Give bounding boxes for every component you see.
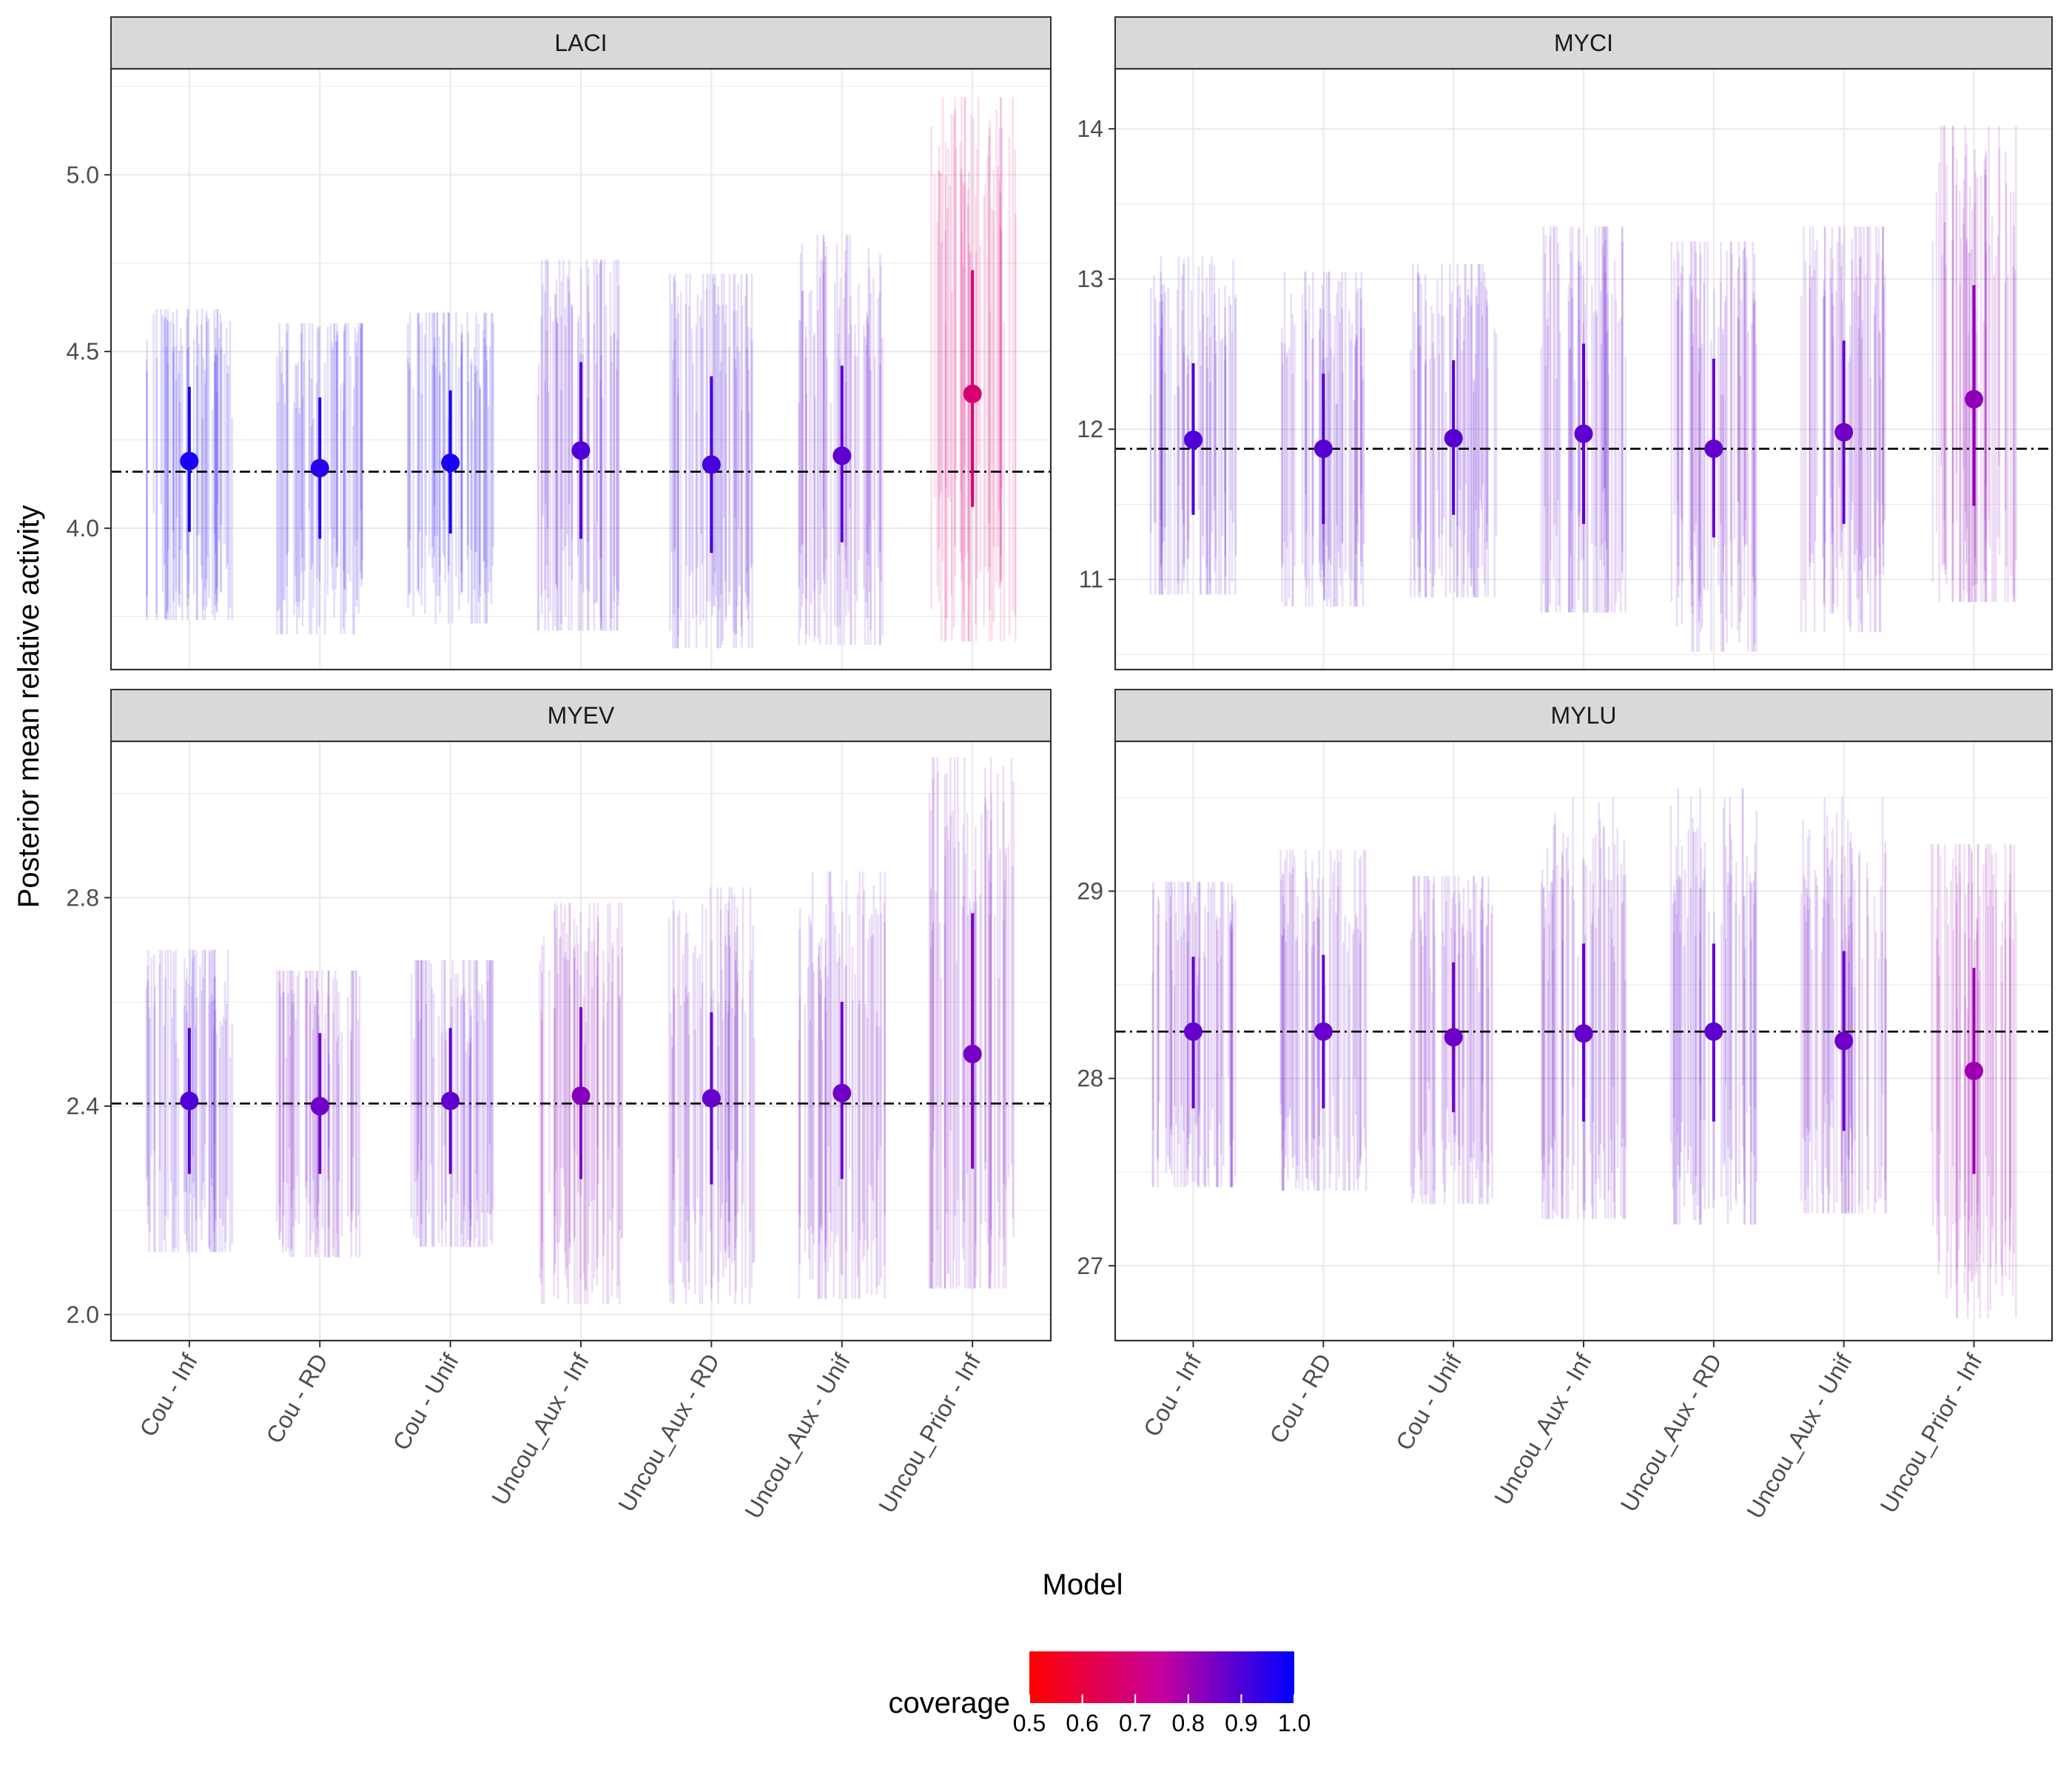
mean-point (832, 446, 852, 465)
mean-point (1834, 422, 1854, 442)
mean-point (310, 459, 329, 478)
mean-point (963, 384, 982, 403)
coverage-legend: coverage 0.5 0.6 0.7 0.8 0.9 1.0 (888, 1651, 1311, 1736)
x-tick-label: Cou - RD (1265, 1349, 1337, 1448)
y-tick-label: 2.8 (67, 884, 99, 911)
x-tick-label: Cou - Unif (387, 1349, 463, 1455)
mean-point (441, 1091, 460, 1111)
y-tick-label: 29 (1077, 878, 1103, 905)
summary-pointranges (180, 913, 982, 1185)
facet-strip (1114, 16, 2053, 70)
x-axis-title: Model (1043, 1568, 1123, 1601)
x-tick-label: Uncou_Aux - Unif (739, 1349, 855, 1523)
y-tick-label: 4.0 (67, 515, 99, 542)
facet-strip-label: MYEV (548, 702, 615, 729)
x-tick-label: Uncou_Aux - Inf (1489, 1349, 1597, 1509)
panel-laci: LACI 4.0 4.5 5.0 (67, 16, 1052, 671)
legend-tick-label: 0.5 (1013, 1710, 1046, 1736)
mean-point (1574, 1024, 1593, 1043)
y-tick-label: 27 (1077, 1253, 1103, 1279)
mean-point (1704, 439, 1723, 459)
y-tick-label: 13 (1077, 266, 1103, 292)
mean-point (1574, 424, 1593, 443)
facet-strip-label: MYLU (1551, 702, 1617, 729)
x-tick-label: Cou - Unif (1390, 1349, 1467, 1455)
mean-point (1314, 439, 1333, 459)
x-tick-label: Uncou_Prior - Inf (1874, 1349, 1987, 1517)
mean-point (832, 1083, 852, 1102)
facet-strip-label: LACI (554, 30, 607, 56)
panel-mylu: MYLU 27 28 29 Cou - Inf Cou - RD Cou - Unif Unc… (1077, 689, 2054, 1523)
mean-point (1314, 1022, 1333, 1041)
summary-pointranges (1184, 285, 1983, 538)
panels-layer: LACI 4.0 4.5 5.0 MYCI 11 12 13 14 MYEV 2.0 2.4 2.8 Co… (67, 16, 2054, 1523)
legend-tick-label: 0.7 (1119, 1710, 1151, 1736)
gridlines (111, 69, 1051, 670)
y-tick-label: 28 (1077, 1065, 1103, 1092)
mean-point (1965, 1062, 1983, 1080)
x-tick-label: Cou - Inf (1138, 1349, 1207, 1440)
summary-pointranges (1184, 943, 1983, 1174)
facet-strip (110, 16, 1052, 70)
mean-point (180, 1091, 199, 1111)
x-tick-label: Cou - RD (260, 1349, 333, 1448)
y-tick-label: 2.0 (67, 1301, 99, 1328)
x-tick-label: Cou - Inf (134, 1349, 203, 1440)
panel-border (1114, 67, 2054, 671)
y-tick-label: 14 (1077, 115, 1103, 142)
y-tick-label: 5.0 (67, 161, 99, 188)
panel-border (110, 67, 1052, 671)
x-tick-label: Uncou_Aux - Unif (1741, 1349, 1857, 1523)
x-tick-label: Uncou_Aux - RD (1615, 1349, 1727, 1517)
mean-point (180, 451, 199, 471)
mean-point (1184, 430, 1202, 449)
mean-point (1184, 1022, 1202, 1041)
facet-strip (1114, 689, 2053, 742)
facet-strip-label: MYCI (1554, 30, 1613, 56)
legend-tick-label: 0.6 (1066, 1710, 1098, 1736)
legend-tick-label: 0.8 (1172, 1710, 1205, 1736)
mean-point (963, 1045, 982, 1064)
y-tick-label: 2.4 (67, 1093, 99, 1119)
summary-pointranges (180, 270, 982, 553)
replicate-intervals (1151, 788, 2017, 1318)
legend-colorbar (1029, 1651, 1294, 1703)
x-tick-label: Uncou_Aux - RD (613, 1349, 724, 1517)
mean-point (1965, 390, 1983, 409)
mean-point (1704, 1022, 1723, 1041)
legend-ticks: 0.5 0.6 0.7 0.8 0.9 1.0 (1013, 1694, 1311, 1736)
mean-point (571, 1086, 591, 1105)
mean-point (1444, 1028, 1463, 1047)
panel-myev: MYEV 2.0 2.4 2.8 Cou - Inf Cou - RD Cou - Unif… (67, 689, 1052, 1523)
facet-strip (110, 689, 1052, 742)
mean-point (1834, 1031, 1854, 1051)
y-tick-label: 12 (1077, 416, 1103, 442)
mean-point (1444, 428, 1463, 448)
panel-myci: MYCI 11 12 13 14 (1077, 16, 2054, 671)
mean-point (441, 454, 460, 473)
replicate-intervals (145, 97, 1017, 649)
legend-tick-label: 0.9 (1225, 1710, 1257, 1736)
replicate-intervals (1149, 126, 2017, 652)
mean-point (702, 455, 721, 474)
legend-tick-label: 1.0 (1278, 1710, 1311, 1736)
y-tick-label: 11 (1079, 566, 1103, 593)
y-axis-title: Posterior mean relative activity (13, 505, 45, 909)
y-tick-label: 4.5 (67, 338, 99, 365)
x-tick-label: Uncou_Aux - Inf (486, 1349, 594, 1509)
x-tick-label: Uncou_Prior - Inf (873, 1349, 986, 1517)
legend-title: coverage (888, 1687, 1010, 1719)
mean-point (702, 1088, 721, 1108)
mean-point (310, 1096, 329, 1116)
mean-point (571, 441, 591, 460)
